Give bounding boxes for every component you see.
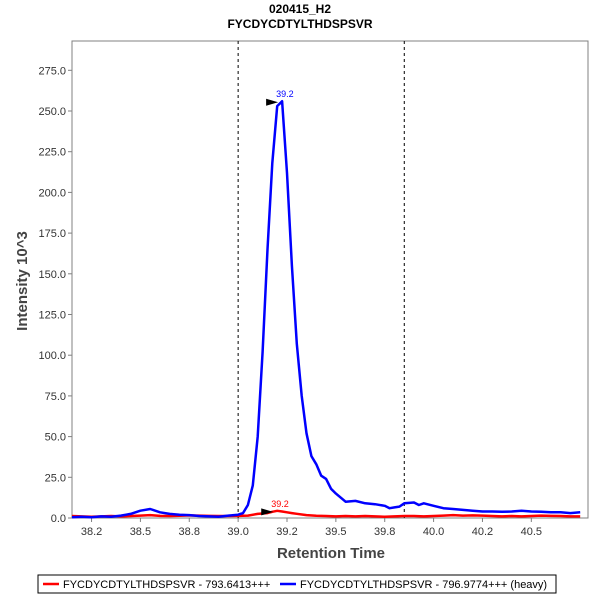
peak-label-1: 39.2 (276, 89, 294, 99)
legend-label-heavy: FYCDYCDTYLTHDSPSVR - 796.9774+++ (heavy) (300, 579, 547, 591)
peak-label-0: 39.2 (271, 499, 289, 509)
legend: FYCDYCDTYLTHDSPSVR - 793.6413+++ FYCDYCD… (37, 574, 557, 594)
x-tick-label: 40.0 (423, 526, 444, 538)
y-tick-label: 75.0 (45, 391, 66, 403)
x-axis: 38.2 38.5 38.8 39.0 39.2 39.5 39.8 40.0 40.2 40.5 (81, 518, 542, 538)
y-tick-label: 225.0 (38, 147, 66, 159)
chart-subtitle: FYCDYCDTYLTHDSPSVR (227, 17, 372, 31)
x-tick-label: 38.2 (81, 526, 102, 538)
series-line-1 (71, 99, 581, 519)
y-tick-label: 200.0 (38, 187, 66, 199)
y-tick-label: 275.0 (38, 65, 66, 77)
series-lines (71, 99, 581, 519)
peak-markers: 39.2 39.2 (261, 89, 294, 516)
x-tick-label: 38.8 (179, 526, 200, 538)
y-tick-label: 250.0 (38, 106, 66, 118)
x-tick-label: 39.2 (276, 526, 297, 538)
legend-box (37, 574, 557, 594)
x-tick-label: 39.8 (374, 526, 395, 538)
x-tick-label: 40.5 (521, 526, 542, 538)
y-axis-title: Intensity 10^3 (14, 231, 31, 331)
x-tick-label: 40.2 (472, 526, 493, 538)
y-tick-label: 100.0 (38, 350, 66, 362)
series-line-0 (71, 509, 581, 518)
y-tick-label: 50.0 (45, 432, 66, 444)
y-tick-label: 0.0 (51, 513, 66, 525)
x-tick-label: 39.5 (325, 526, 346, 538)
legend-label-light: FYCDYCDTYLTHDSPSVR - 793.6413+++ (63, 579, 270, 591)
peak-marker-1 (266, 98, 279, 106)
x-tick-label: 39.0 (227, 526, 248, 538)
y-tick-label: 125.0 (38, 310, 66, 322)
peak-marker-0 (261, 508, 274, 516)
x-tick-label: 38.5 (130, 526, 151, 538)
y-tick-label: 150.0 (38, 269, 66, 281)
y-axis: 0.0 25.0 50.0 75.0 100.0 125.0 150.0 175.0 200.0… (38, 65, 72, 525)
integration-boundaries (237, 41, 405, 518)
chart-title: 020415_H2 (269, 2, 331, 16)
y-tick-label: 175.0 (38, 228, 66, 240)
y-tick-label: 25.0 (45, 472, 66, 484)
x-axis-title: Retention Time (277, 545, 385, 562)
plot-area (71, 40, 589, 519)
